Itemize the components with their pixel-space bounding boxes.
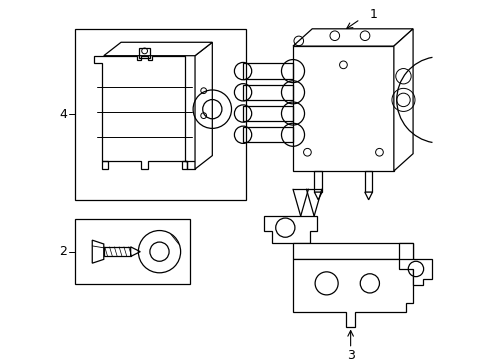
- Text: 3: 3: [346, 349, 354, 360]
- Text: 1: 1: [369, 8, 377, 21]
- Polygon shape: [292, 243, 412, 327]
- Polygon shape: [364, 192, 372, 200]
- Polygon shape: [195, 42, 212, 169]
- Bar: [243, 63, 292, 79]
- Polygon shape: [393, 29, 412, 171]
- Polygon shape: [292, 29, 412, 46]
- Polygon shape: [264, 216, 316, 243]
- Polygon shape: [292, 243, 412, 269]
- Polygon shape: [314, 192, 322, 200]
- Polygon shape: [94, 56, 195, 169]
- Bar: [243, 85, 292, 100]
- Bar: [75, 29, 245, 200]
- Polygon shape: [292, 46, 393, 171]
- Polygon shape: [130, 247, 140, 256]
- Bar: [314, 171, 322, 192]
- Bar: [75, 219, 190, 284]
- Text: 2: 2: [59, 245, 67, 258]
- Text: 4: 4: [59, 108, 67, 121]
- Bar: [103, 247, 130, 256]
- Polygon shape: [103, 42, 212, 56]
- Bar: [243, 127, 292, 143]
- Bar: [139, 48, 150, 58]
- Polygon shape: [92, 240, 103, 263]
- Bar: [364, 171, 372, 192]
- Polygon shape: [398, 259, 431, 285]
- Bar: [243, 106, 292, 121]
